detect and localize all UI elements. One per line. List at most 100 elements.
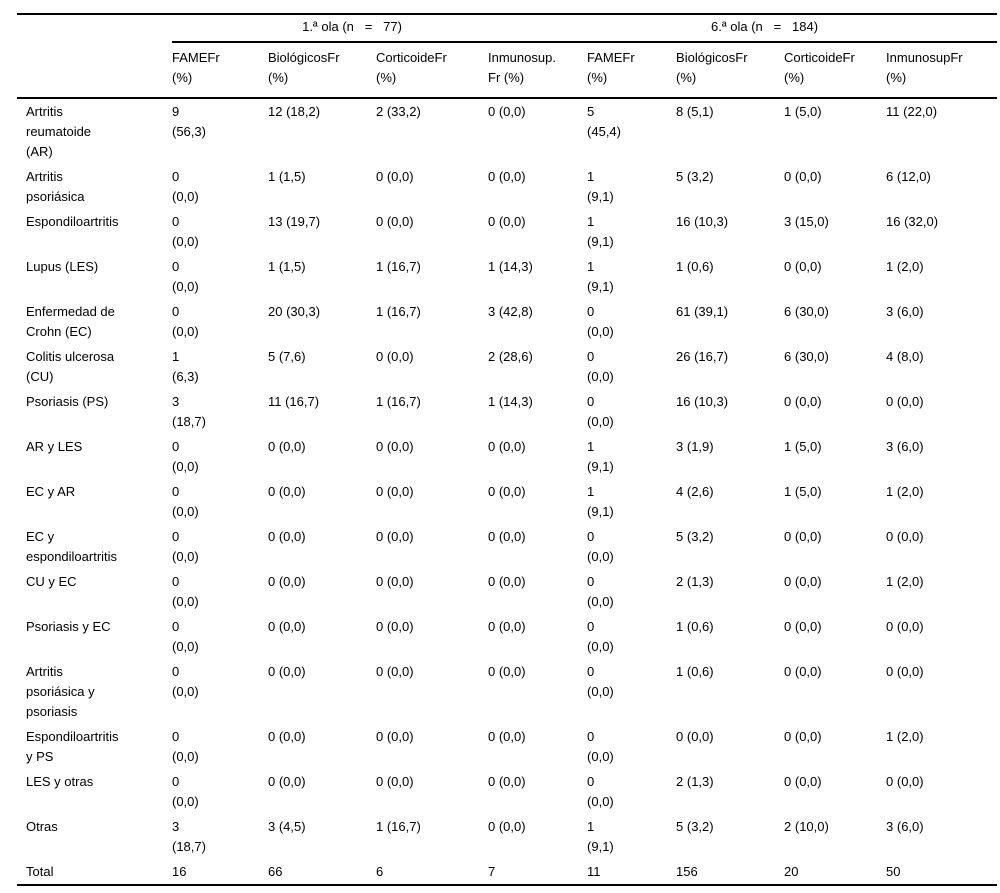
data-cell: 0 (0,0): [886, 394, 924, 409]
column-header-inmunosup-w6: InmunosupFr (%): [886, 42, 998, 99]
row-label: Lupus (LES): [26, 259, 99, 274]
data-cell: 0 (0,0): [172, 529, 199, 564]
data-cell: 0 (0,0): [886, 619, 924, 634]
data-cell: 1 (9,1): [587, 484, 614, 519]
data-cell: 0 (0,0): [587, 304, 614, 339]
row-label: Espondiloartritis y PS: [26, 729, 119, 764]
table-row: Otras 3 (18,7) 3 (4,5) 1 (16,7) 0 (0,0) 1 (9,…: [17, 814, 997, 859]
data-cell: 1 (16,7): [376, 394, 421, 409]
data-cell: 0 (0,0): [376, 169, 414, 184]
data-cell: 3 (42,8): [488, 304, 533, 319]
table-row: Artritis psoriásica 0 (0,0) 1 (1,5) 0 (0,0)…: [17, 164, 997, 209]
data-cell: 11 (16,7): [268, 394, 320, 409]
data-cell: 20: [784, 864, 799, 879]
table-row: Artritis reumatoide (AR) 9 (56,3) 12 (18,2…: [17, 98, 997, 164]
data-cell: 2 (33,2): [376, 104, 421, 119]
data-cell: 0 (0,0): [488, 619, 526, 634]
table-row: Psoriasis y EC 0 (0,0) 0 (0,0) 0 (0,0) 0 (0,…: [17, 614, 997, 659]
data-cell: 1 (9,1): [587, 259, 614, 294]
data-cell: 11 (22,0): [886, 104, 938, 119]
data-cell: 1 (5,0): [784, 484, 822, 499]
data-cell: 26 (16,7): [676, 349, 729, 364]
corner-cell: [17, 14, 172, 42]
data-cell: 3 (6,0): [886, 439, 924, 454]
data-cell: 11: [587, 864, 601, 879]
data-cell: 0 (0,0): [587, 394, 614, 429]
data-cell: 12 (18,2): [268, 104, 321, 119]
row-label-header-cell: [17, 42, 172, 99]
table-row: EC y AR 0 (0,0) 0 (0,0) 0 (0,0) 0 (0,0) 1 (9,…: [17, 479, 997, 524]
column-header-corticoide-w6: CorticoideFr (%): [784, 42, 887, 99]
row-label: Artritis reumatoide (AR): [26, 104, 92, 159]
data-cell: 0 (0,0): [172, 574, 199, 609]
data-cell: 6: [376, 864, 384, 879]
data-cell: 5 (3,2): [676, 819, 714, 834]
data-cell: 8 (5,1): [676, 104, 714, 119]
data-cell: 1 (9,1): [587, 819, 614, 854]
table-row: Artritis psoriásica y psoriasis 0 (0,0) 0 …: [17, 659, 997, 724]
data-cell: 1 (16,7): [376, 304, 421, 319]
data-cell: 3 (1,9): [676, 439, 714, 454]
data-cell: 0 (0,0): [376, 214, 414, 229]
row-label: Enfermedad de Crohn (EC): [26, 304, 115, 339]
data-cell: 0 (0,0): [268, 439, 306, 454]
data-cell: 0 (0,0): [376, 349, 414, 364]
row-label: Otras: [26, 819, 58, 834]
table-row: Total 16 66 6 7 11 156 20 50: [17, 859, 997, 885]
data-cell: 1 (9,1): [587, 439, 614, 474]
data-cell: 0 (0,0): [587, 774, 614, 809]
row-label: CU y EC: [26, 574, 77, 589]
data-cell: 0 (0,0): [488, 214, 526, 229]
data-cell: 0 (0,0): [376, 774, 414, 789]
data-cell: 1 (2,0): [886, 484, 924, 499]
row-label: EC y espondiloartritis: [26, 529, 118, 564]
data-cell: 5 (45,4): [587, 104, 621, 139]
column-header-row: FAMEFr (%) BiológicosFr (%) CorticoideFr…: [17, 42, 998, 99]
data-cell: 5 (3,2): [676, 529, 714, 544]
data-cell: 0 (0,0): [268, 664, 306, 679]
data-cell: 1 (16,7): [376, 819, 421, 834]
data-cell: 156: [676, 864, 698, 879]
data-cell: 0 (0,0): [488, 529, 526, 544]
table-body: Artritis reumatoide (AR) 9 (56,3) 12 (18,2…: [17, 98, 997, 885]
row-label: Espondiloartritis: [26, 214, 119, 229]
data-cell: 0 (0,0): [488, 729, 526, 744]
treatment-frequency-table: 1.ª ola (n = 77) 6.ª ola (n = 184) FAMEF…: [17, 13, 998, 886]
row-label: Colitis ulcerosa (CU): [26, 349, 115, 384]
data-cell: 0 (0,0): [376, 529, 414, 544]
data-cell: 2 (1,3): [676, 774, 714, 789]
data-cell: 0 (0,0): [172, 664, 199, 699]
data-cell: 16: [172, 864, 187, 879]
data-cell: 1 (16,7): [376, 259, 421, 274]
data-cell: 6 (12,0): [886, 169, 931, 184]
data-cell: 3 (18,7): [172, 819, 206, 854]
data-cell: 5 (7,6): [268, 349, 306, 364]
column-header-famefr-w1: FAMEFr (%): [172, 42, 268, 99]
group-header-wave6: 6.ª ola (n = 184): [587, 14, 998, 43]
row-label: Total: [26, 864, 54, 879]
data-cell: 0 (0,0): [488, 169, 526, 184]
data-cell: 3 (6,0): [886, 304, 924, 319]
data-cell: 6 (30,0): [784, 349, 829, 364]
data-cell: 0 (0,0): [886, 664, 924, 679]
data-cell: 16 (10,3): [676, 394, 729, 409]
table-row: Psoriasis (PS) 3 (18,7) 11 (16,7) 1 (16,7) 1…: [17, 389, 997, 434]
row-label: AR y LES: [26, 439, 83, 454]
data-cell: 4 (8,0): [886, 349, 924, 364]
data-cell: 0 (0,0): [376, 729, 414, 744]
data-cell: 13 (19,7): [268, 214, 321, 229]
data-cell: 0 (0,0): [587, 574, 614, 609]
column-header-biologicos-w1: BiológicosFr (%): [268, 42, 376, 99]
data-cell: 0 (0,0): [172, 169, 199, 204]
data-cell: 1 (5,0): [784, 439, 822, 454]
data-cell: 0 (0,0): [172, 619, 199, 654]
data-cell: 0 (0,0): [488, 774, 526, 789]
data-cell: 0 (0,0): [172, 729, 199, 764]
data-cell: 0 (0,0): [172, 484, 199, 519]
data-cell: 0 (0,0): [676, 729, 714, 744]
data-cell: 0 (0,0): [488, 439, 526, 454]
data-cell: 0 (0,0): [268, 729, 306, 744]
table-row: EC y espondiloartritis 0 (0,0) 0 (0,0) 0 (0…: [17, 524, 997, 569]
data-cell: 1 (1,5): [268, 259, 306, 274]
